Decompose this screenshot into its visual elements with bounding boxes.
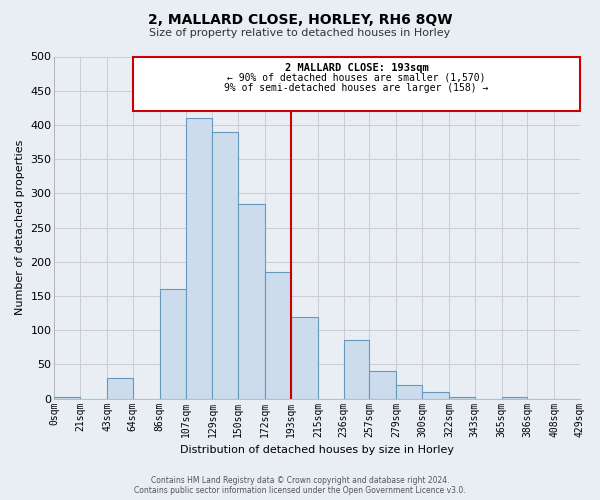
Bar (160, 289, 185, 399)
Bar (107, 378, 133, 398)
Bar (422, 392, 449, 398)
X-axis label: Distribution of detached houses by size in Horley: Distribution of detached houses by size … (180, 445, 454, 455)
Bar (212, 132, 238, 398)
Text: Size of property relative to detached houses in Horley: Size of property relative to detached ho… (149, 28, 451, 38)
Bar (238, 204, 265, 398)
Bar (185, 118, 212, 398)
Bar (291, 316, 318, 398)
Text: 2, MALLARD CLOSE, HORLEY, RH6 8QW: 2, MALLARD CLOSE, HORLEY, RH6 8QW (148, 12, 452, 26)
Text: Contains HM Land Registry data © Crown copyright and database right 2024.
Contai: Contains HM Land Registry data © Crown c… (134, 476, 466, 495)
Text: ← 90% of detached houses are smaller (1,570): ← 90% of detached houses are smaller (1,… (227, 73, 485, 83)
Bar (265, 272, 291, 398)
Bar (502, 396, 527, 398)
Text: 9% of semi-detached houses are larger (158) →: 9% of semi-detached houses are larger (1… (224, 82, 488, 92)
Text: 2 MALLARD CLOSE: 193sqm: 2 MALLARD CLOSE: 193sqm (284, 62, 428, 72)
Bar (449, 396, 475, 398)
Bar (344, 340, 369, 398)
Bar (369, 372, 396, 398)
FancyBboxPatch shape (133, 56, 580, 111)
Bar (55, 396, 80, 398)
Bar (396, 385, 422, 398)
Y-axis label: Number of detached properties: Number of detached properties (15, 140, 25, 316)
